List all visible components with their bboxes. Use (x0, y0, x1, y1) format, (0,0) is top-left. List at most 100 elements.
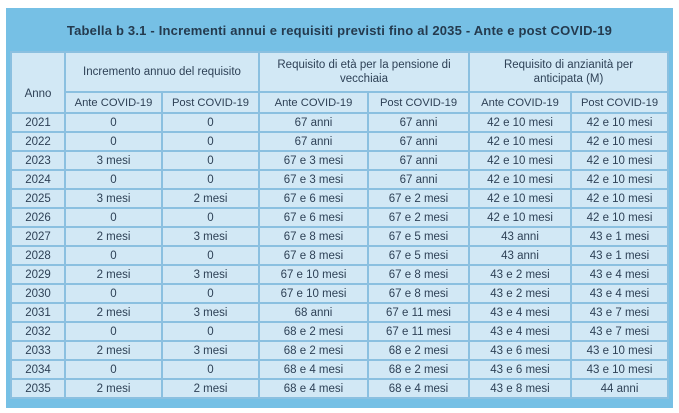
cell-incremento-post: 3 mesi (161, 226, 260, 247)
cell-anno: 2021 (10, 112, 66, 133)
cell-anticipata-post: 42 e 10 mesi (570, 169, 670, 190)
table-row: 2030 0 0 67 e 10 mesi 67 e 8 mesi 43 e 2… (10, 283, 670, 304)
table-title: Tabella b 3.1 - Incrementi annui e requi… (66, 23, 613, 38)
cell-anticipata-post: 43 e 4 mesi (570, 283, 670, 304)
cell-anno: 2027 (10, 226, 66, 247)
cell-anticipata-post: 42 e 10 mesi (570, 150, 670, 171)
cell-anticipata-ante: 43 e 6 mesi (468, 359, 573, 380)
cell-anticipata-ante: 42 e 10 mesi (468, 207, 573, 228)
sub-header-row: Ante COVID-19 Post COVID-19 Ante COVID-1… (11, 91, 670, 114)
cell-vecchiaia-post: 67 e 2 mesi (366, 188, 471, 209)
table-row: 2026 0 0 67 e 6 mesi 67 e 2 mesi 42 e 10… (10, 207, 670, 228)
cell-vecchiaia-ante: 67 e 8 mesi (258, 226, 369, 247)
cell-incremento-ante: 2 mesi (64, 302, 163, 323)
group-header-anticipata: Requisito di anzianità per anticipata (M… (468, 51, 670, 93)
cell-anno: 2026 (10, 207, 66, 228)
cell-anticipata-ante: 43 e 4 mesi (468, 302, 573, 323)
pension-requirements-table: Anno Incremento annuo del requisito Requ… (10, 51, 670, 399)
cell-anno: 2023 (10, 150, 66, 171)
table-body: 2021 0 0 67 anni 67 anni 42 e 10 mesi 42… (10, 112, 670, 399)
cell-anno: 2031 (10, 302, 66, 323)
cell-incremento-ante: 0 (64, 131, 163, 152)
cell-vecchiaia-post: 67 e 5 mesi (366, 245, 471, 266)
cell-anticipata-ante: 43 e 2 mesi (468, 264, 573, 285)
cell-anno: 2033 (10, 340, 66, 361)
table-row: 2029 2 mesi 3 mesi 67 e 10 mesi 67 e 8 m… (10, 264, 670, 285)
cell-vecchiaia-post: 68 e 2 mesi (366, 340, 471, 361)
cell-vecchiaia-post: 67 anni (366, 150, 471, 171)
sub-header-incremento-post: Post COVID-19 (161, 91, 260, 114)
cell-incremento-ante: 0 (64, 283, 163, 304)
table-header: Anno Incremento annuo del requisito Requ… (10, 51, 670, 114)
cell-anticipata-post: 43 e 1 mesi (570, 226, 670, 247)
cell-incremento-ante: 3 mesi (64, 150, 163, 171)
cell-anticipata-post: 42 e 10 mesi (570, 112, 670, 133)
cell-incremento-post: 0 (161, 283, 260, 304)
table-row: 2024 0 0 67 e 3 mesi 67 anni 42 e 10 mes… (10, 169, 670, 190)
cell-incremento-post: 2 mesi (161, 188, 260, 209)
table-row: 2033 2 mesi 3 mesi 68 e 2 mesi 68 e 2 me… (10, 340, 670, 361)
cell-anticipata-post: 42 e 10 mesi (570, 188, 670, 209)
group-header-row: Anno Incremento annuo del requisito Requ… (10, 51, 670, 114)
cell-anticipata-ante: 43 e 4 mesi (468, 321, 573, 342)
cell-anno: 2035 (10, 378, 66, 399)
cell-anticipata-post: 43 e 10 mesi (570, 359, 670, 380)
table-row: 2022 0 0 67 anni 67 anni 42 e 10 mesi 42… (10, 131, 670, 152)
cell-vecchiaia-post: 67 anni (366, 169, 471, 190)
sub-header-vecchiaia-post: Post COVID-19 (366, 91, 471, 114)
cell-vecchiaia-ante: 68 e 4 mesi (258, 378, 369, 399)
cell-anno: 2030 (10, 283, 66, 304)
col-header-anno: Anno (10, 51, 66, 114)
table-row: 2034 0 0 68 e 4 mesi 68 e 2 mesi 43 e 6 … (10, 359, 670, 380)
cell-vecchiaia-post: 67 anni (366, 131, 471, 152)
sub-header-anticipata-post: Post COVID-19 (570, 91, 670, 114)
cell-anticipata-post: 43 e 1 mesi (570, 245, 670, 266)
group-header-incremento: Incremento annuo del requisito (64, 51, 260, 93)
cell-vecchiaia-ante: 67 e 10 mesi (258, 283, 369, 304)
cell-anticipata-post: 43 e 7 mesi (570, 321, 670, 342)
cell-incremento-ante: 2 mesi (64, 226, 163, 247)
table-row: 2028 0 0 67 e 8 mesi 67 e 5 mesi 43 anni… (10, 245, 670, 266)
cell-anno: 2034 (10, 359, 66, 380)
cell-incremento-ante: 0 (64, 112, 163, 133)
cell-vecchiaia-ante: 68 e 4 mesi (258, 359, 369, 380)
cell-anticipata-post: 42 e 10 mesi (570, 131, 670, 152)
cell-vecchiaia-ante: 67 e 3 mesi (258, 169, 369, 190)
cell-anno: 2032 (10, 321, 66, 342)
cell-anticipata-ante: 42 e 10 mesi (468, 112, 573, 133)
cell-anticipata-ante: 42 e 10 mesi (468, 169, 573, 190)
sub-header-anticipata-ante: Ante COVID-19 (468, 91, 573, 114)
cell-vecchiaia-ante: 67 anni (258, 131, 369, 152)
cell-incremento-post: 3 mesi (161, 302, 260, 323)
cell-anno: 2024 (10, 169, 66, 190)
sub-header-vecchiaia-ante: Ante COVID-19 (258, 91, 369, 114)
cell-anno: 2028 (10, 245, 66, 266)
group-header-vecchiaia: Requisito di età per la pensione di vecc… (257, 51, 471, 93)
cell-incremento-ante: 2 mesi (64, 340, 163, 361)
cell-incremento-post: 0 (161, 150, 260, 171)
cell-vecchiaia-ante: 68 anni (258, 302, 369, 323)
cell-anticipata-post: 43 e 4 mesi (570, 264, 670, 285)
cell-incremento-post: 2 mesi (161, 378, 260, 399)
cell-vecchiaia-ante: 67 e 3 mesi (258, 150, 369, 171)
table-panel: Tabella b 3.1 - Incrementi annui e requi… (6, 8, 673, 408)
cell-anticipata-post: 42 e 10 mesi (570, 207, 670, 228)
cell-incremento-post: 0 (161, 131, 260, 152)
table-row: 2032 0 0 68 e 2 mesi 67 e 11 mesi 43 e 4… (10, 321, 670, 342)
cell-incremento-post: 0 (161, 359, 260, 380)
cell-anticipata-ante: 43 anni (468, 226, 573, 247)
table-row: 2035 2 mesi 2 mesi 68 e 4 mesi 68 e 4 me… (10, 378, 670, 399)
sub-header-incremento-ante: Ante COVID-19 (64, 91, 163, 114)
cell-anticipata-ante: 42 e 10 mesi (468, 131, 573, 152)
cell-incremento-post: 0 (161, 169, 260, 190)
cell-incremento-post: 3 mesi (161, 340, 260, 361)
cell-vecchiaia-post: 68 e 2 mesi (366, 359, 471, 380)
cell-incremento-ante: 2 mesi (64, 264, 163, 285)
cell-incremento-ante: 0 (64, 359, 163, 380)
cell-vecchiaia-post: 67 e 5 mesi (366, 226, 471, 247)
cell-incremento-ante: 0 (64, 245, 163, 266)
cell-incremento-post: 0 (161, 112, 260, 133)
cell-anticipata-post: 43 e 7 mesi (570, 302, 670, 323)
cell-vecchiaia-ante: 67 e 6 mesi (258, 188, 369, 209)
